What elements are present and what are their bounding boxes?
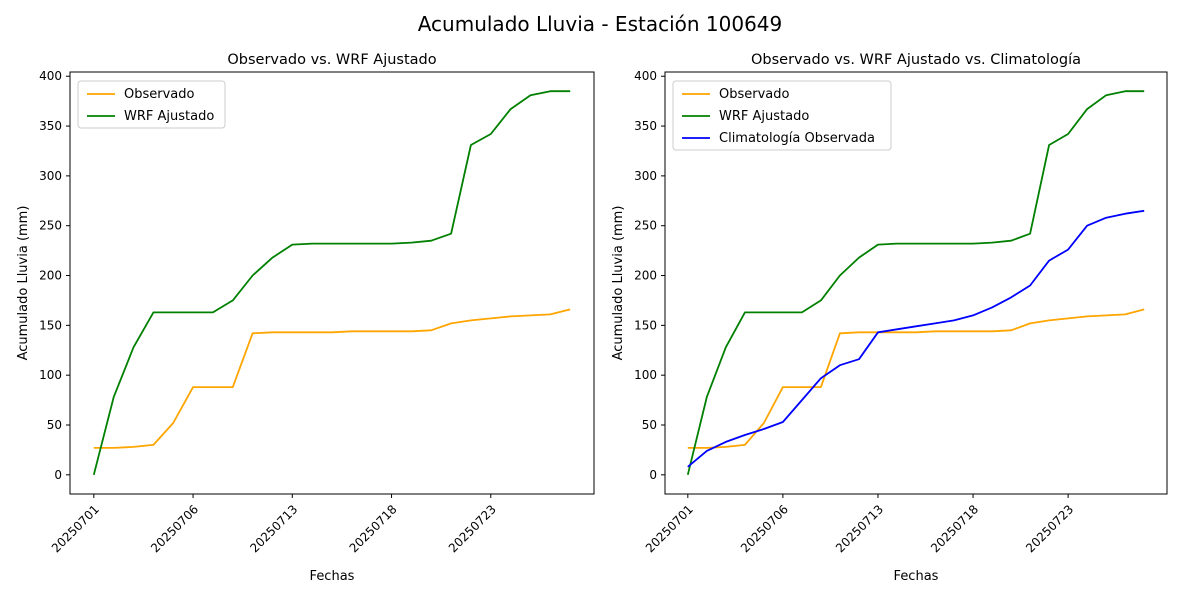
right-y-axis-label: Acumulado Lluvia (mm) xyxy=(611,206,626,361)
legend-label: Climatología Observada xyxy=(719,131,875,146)
x-tick-label: 20250718 xyxy=(347,502,400,555)
series-line-observado xyxy=(93,308,571,449)
x-tick-label: 20250723 xyxy=(446,502,499,555)
y-tick-label: 250 xyxy=(634,219,657,233)
left-plot-area: 0 50 100 150 200 250 300 350 400 20250701 20250706… xyxy=(39,69,595,555)
y-tick-label: 300 xyxy=(634,169,657,183)
y-tick-label: 400 xyxy=(39,69,62,83)
legend-label: Observado xyxy=(719,87,790,102)
series-line-wrf-ajustado xyxy=(686,90,1145,476)
y-tick-label: 350 xyxy=(39,119,62,133)
x-tick-label: 20250701 xyxy=(49,502,102,555)
y-tick-label: 400 xyxy=(634,69,657,83)
x-tick-label: 20250723 xyxy=(1023,502,1076,555)
legend-label: WRF Ajustado xyxy=(719,109,809,124)
figure-title: Acumulado Lluvia - Estación 100649 xyxy=(418,12,783,36)
x-tick-label: 20250718 xyxy=(928,502,981,555)
legend-label: WRF Ajustado xyxy=(124,109,214,124)
y-tick-label: 150 xyxy=(634,318,657,332)
series-line-wrf-ajustado xyxy=(92,90,571,476)
x-tick-label: 20250701 xyxy=(643,502,696,555)
axes-frame xyxy=(664,71,1168,495)
right-plot-title: Observado vs. WRF Ajustado vs. Climatolo… xyxy=(751,52,1081,68)
y-tick-label: 200 xyxy=(39,269,62,283)
right-x-axis-label: Fechas xyxy=(894,569,939,584)
right-plot-area: 0 50 100 150 200 250 300 350 400 20250701 20250706… xyxy=(634,69,1168,555)
x-tick-label: 20250713 xyxy=(833,502,886,555)
y-tick-label: 200 xyxy=(634,269,657,283)
y-tick-label: 100 xyxy=(39,368,62,382)
y-tick-label: 300 xyxy=(39,169,62,183)
y-tick-label: 0 xyxy=(54,468,62,482)
x-tick-label: 20250706 xyxy=(148,502,201,555)
legend-box xyxy=(672,80,892,151)
x-tick-label: 20250713 xyxy=(247,502,300,555)
left-x-axis-label: Fechas xyxy=(310,569,355,584)
y-tick-label: 100 xyxy=(634,368,657,382)
y-tick-label: 50 xyxy=(47,418,62,432)
y-tick-label: 50 xyxy=(642,418,657,432)
series-line-climatolog-a-observada xyxy=(687,209,1145,468)
legend-label: Observado xyxy=(124,87,195,102)
x-tick-label: 20250706 xyxy=(738,502,791,555)
left-y-axis-label: Acumulado Lluvia (mm) xyxy=(16,206,31,361)
axes-frame xyxy=(69,71,595,495)
series-line-observado xyxy=(687,308,1145,449)
y-tick-label: 350 xyxy=(634,119,657,133)
y-tick-label: 250 xyxy=(39,219,62,233)
y-tick-label: 150 xyxy=(39,318,62,332)
left-plot-title: Observado vs. WRF Ajustado xyxy=(227,52,436,68)
y-tick-label: 0 xyxy=(649,468,657,482)
